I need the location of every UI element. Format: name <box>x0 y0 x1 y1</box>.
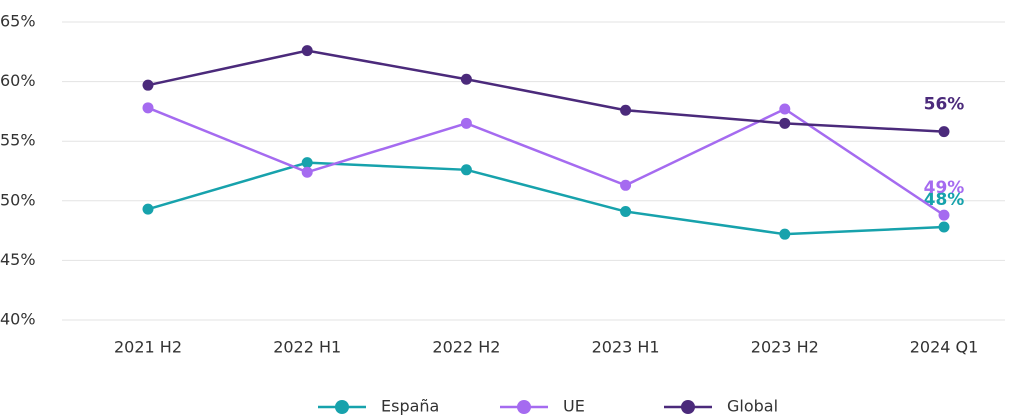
series-line <box>147 106 945 217</box>
point <box>142 79 154 91</box>
point <box>938 126 950 138</box>
value-label: 48% <box>924 190 965 210</box>
y-tick-label: 50% <box>0 190 36 209</box>
point <box>620 206 632 218</box>
series-line <box>147 49 945 133</box>
value-label: 49% <box>924 178 965 198</box>
x-tick-label: 2021 H2 <box>114 338 182 357</box>
point <box>142 203 154 215</box>
point <box>779 117 791 129</box>
point <box>620 179 632 191</box>
point <box>938 221 950 233</box>
point <box>460 164 472 176</box>
y-tick-label: 45% <box>0 250 36 269</box>
point <box>779 103 791 115</box>
x-tick-label: 2022 H1 <box>273 338 341 357</box>
point <box>938 209 950 221</box>
x-tick-label: 2024 Q1 <box>910 338 979 357</box>
y-tick-label: 40% <box>0 310 36 329</box>
value-label: 56% <box>924 95 965 115</box>
y-tick-label: 55% <box>0 131 36 150</box>
point <box>142 102 154 114</box>
legend-label: UE <box>563 397 585 416</box>
legend-marker <box>517 400 531 414</box>
point <box>301 157 313 169</box>
legend-label: España <box>381 397 439 416</box>
x-tick-label: 2023 H1 <box>592 338 660 357</box>
y-tick-label: 60% <box>0 71 36 90</box>
legend-marker <box>335 400 349 414</box>
legend-marker <box>681 400 695 414</box>
point <box>779 228 791 240</box>
point <box>620 104 632 116</box>
legend-label: Global <box>727 397 778 416</box>
point <box>460 117 472 129</box>
point <box>301 45 313 57</box>
series-line <box>147 161 945 236</box>
y-tick-label: 65% <box>0 12 36 31</box>
x-tick-label: 2023 H2 <box>751 338 819 357</box>
x-tick-label: 2022 H2 <box>432 338 500 357</box>
point <box>460 73 472 85</box>
point <box>301 166 313 178</box>
